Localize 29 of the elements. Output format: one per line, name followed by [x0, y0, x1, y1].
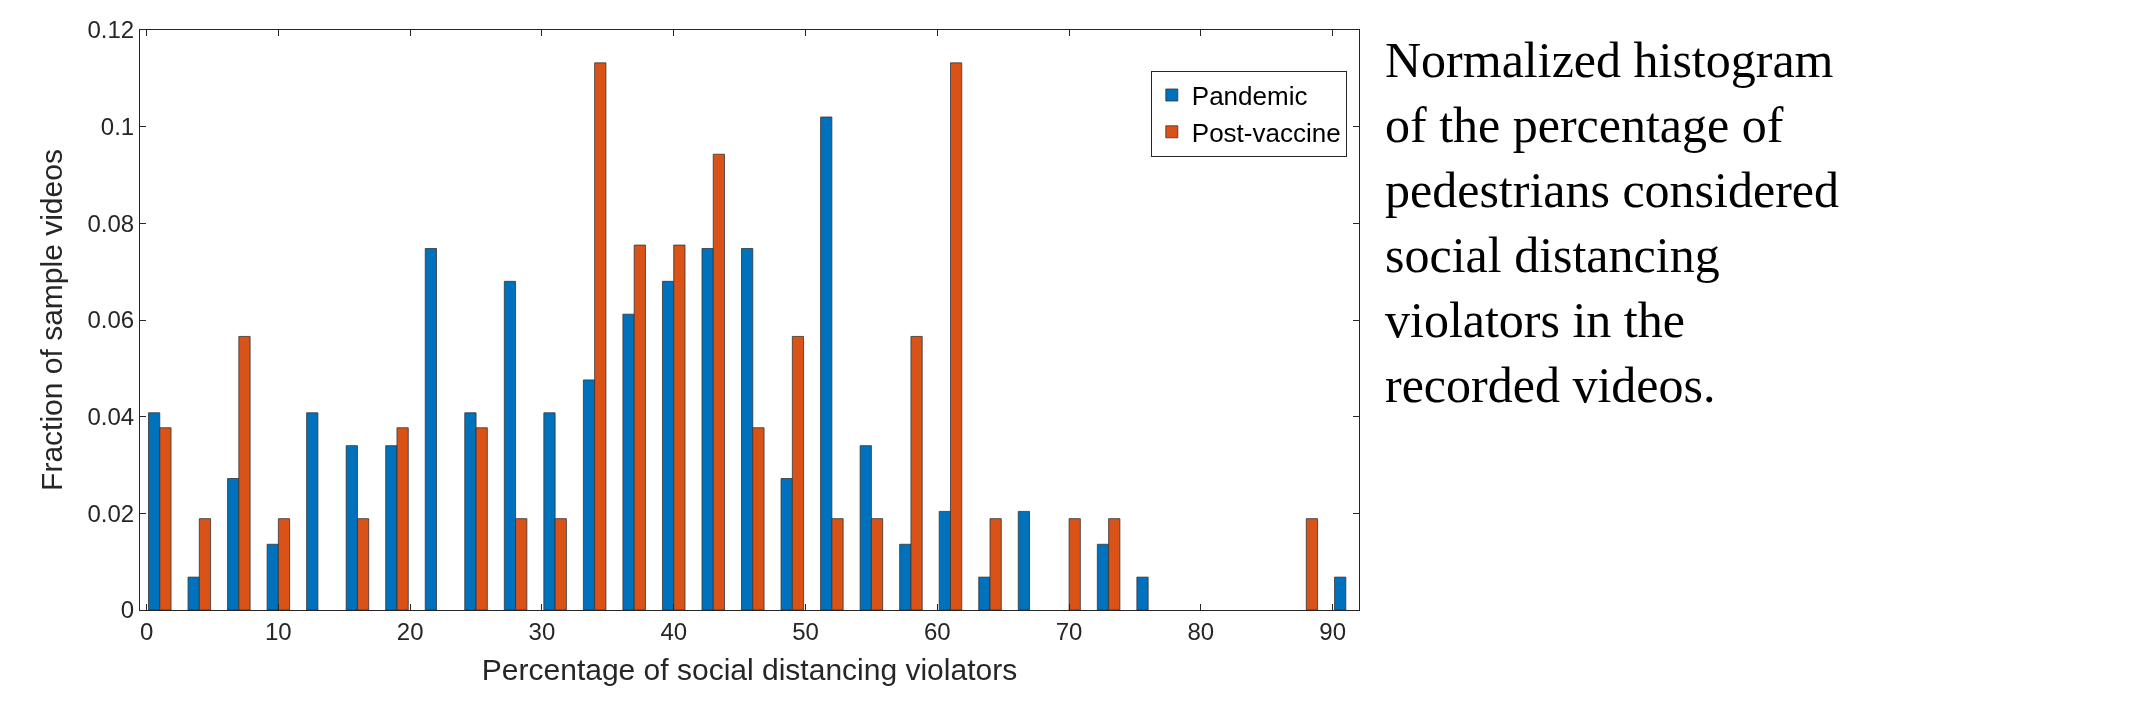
bar: [1017, 511, 1030, 610]
bar: [1305, 518, 1318, 610]
y-tick-label: 0.1: [100, 113, 135, 141]
x-tick-label: 60: [923, 617, 951, 645]
x-tick-label: 0: [139, 617, 154, 645]
x-axis-title: Percentage of social distancing violators: [481, 653, 1018, 687]
x-tick-label: 10: [265, 617, 292, 645]
bar: [306, 412, 319, 610]
x-tick-label: 40: [660, 617, 688, 645]
text: Normalized histogram of the percentage of pedestrians considered social distancing violators in the recorded videos.: [1385, 32, 1840, 413]
x-tick-label: 30: [528, 617, 556, 645]
bar: [1068, 518, 1081, 610]
x-tick-label: 70: [1055, 617, 1083, 645]
bar: [1136, 576, 1149, 610]
y-tick-label: 0: [120, 596, 135, 624]
y-tick-label: 0.04: [87, 403, 135, 431]
bar: [1334, 576, 1347, 610]
bar: [424, 248, 437, 610]
y-tick-label: 0.12: [87, 16, 135, 44]
x-tick-label: 80: [1187, 617, 1215, 645]
x-tick-label: 50: [792, 617, 819, 645]
y-tick-label: 0.06: [87, 306, 135, 334]
x-tick-label: 20: [396, 617, 424, 645]
y-axis-title: Fraction of sample videos: [35, 149, 69, 491]
legend-label: Post-vaccine: [1191, 117, 1341, 148]
x-tick-label: 90: [1319, 617, 1346, 645]
y-tick-label: 0.08: [87, 209, 135, 237]
legend-label: Pandemic: [1191, 81, 1308, 112]
y-tick-label: 0.02: [87, 499, 135, 527]
